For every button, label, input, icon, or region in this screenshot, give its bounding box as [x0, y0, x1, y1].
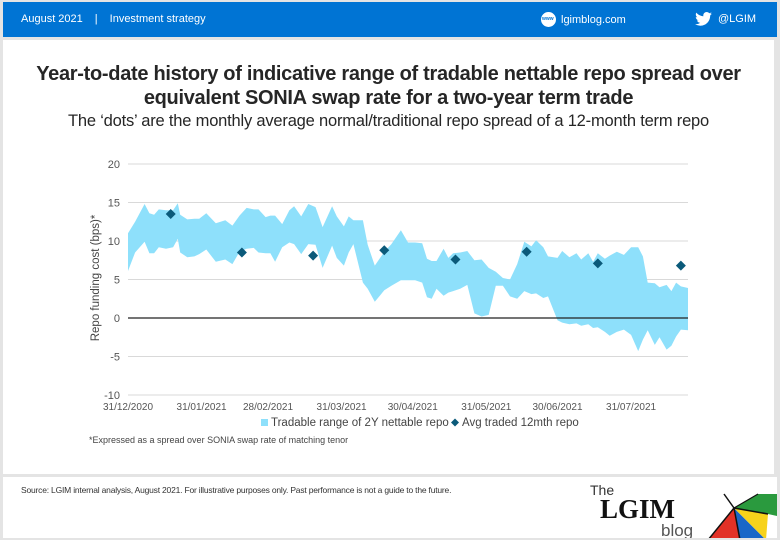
- publication-date: August 2021: [21, 13, 83, 25]
- header-bar: August 2021 | Investment strategy lgimblog…: [3, 2, 777, 37]
- x-tick-label: 31/05/2021: [461, 402, 511, 413]
- legend: Tradable range of 2Y nettable repo Avg t…: [261, 417, 579, 429]
- y-tick-label: 0: [114, 313, 120, 325]
- avg-12m-repo-dot: [675, 260, 686, 271]
- logo-blog: blog: [661, 521, 693, 538]
- x-tick-label: 31/07/2021: [606, 402, 656, 413]
- avg-12m-repo-dot: [592, 258, 603, 269]
- avg-12m-repo-dot: [379, 245, 390, 256]
- legend-dot-label: Avg traded 12mth repo: [462, 417, 579, 429]
- y-tick-label: 10: [108, 236, 120, 248]
- x-tick-label: 31/12/2020: [103, 402, 153, 413]
- chart-panel: Year-to-date history of indicative range…: [3, 40, 774, 474]
- logo-lgim: LGIM: [600, 494, 675, 524]
- chart-title-line-2: equivalent SONIA swap rate for a two-yea…: [143, 87, 634, 109]
- header-meta: August 2021 | Investment strategy: [21, 13, 206, 25]
- twitter-bird-icon: [695, 12, 712, 26]
- repo-spread-chart: 20 15 10 5 0 -5 -10 31/12/2020 31/01/2021 28/02/…: [89, 159, 688, 445]
- x-tick-label: 30/06/2021: [532, 402, 582, 413]
- footnote: *Expressed as a spread over SONIA swap r…: [89, 435, 348, 445]
- chart-title: Year-to-date history of indicative range…: [3, 62, 774, 110]
- x-tick-label: 28/02/2021: [243, 402, 293, 413]
- legend-dot-swatch: [451, 418, 459, 427]
- footer: Source: LGIM internal analysis, August 2…: [3, 477, 777, 538]
- y-tick-label: 5: [114, 275, 120, 287]
- section-label: Investment strategy: [109, 13, 206, 25]
- y-tick-label: 20: [108, 159, 120, 171]
- umbrella-icon: [708, 493, 777, 538]
- logo-the: The: [590, 482, 614, 498]
- avg-12m-repo-dot: [236, 247, 247, 258]
- y-axis-label: Repo funding cost (bps)*: [90, 214, 102, 341]
- x-tick-label: 31/01/2021: [177, 402, 227, 413]
- avg-12m-repo-dot: [165, 209, 176, 220]
- chart-title-line-1: Year-to-date history of indicative range…: [36, 63, 741, 85]
- y-tick-label: -10: [104, 390, 120, 402]
- globe-icon: [541, 12, 556, 27]
- twitter-link[interactable]: @LGIM: [695, 12, 756, 26]
- lgim-blog-logo: The LGIM blog: [590, 482, 777, 538]
- x-tick-label: 30/04/2021: [388, 402, 438, 413]
- avg-12m-repo-dot: [308, 250, 319, 261]
- legend-range-swatch: [261, 419, 268, 426]
- website-link[interactable]: lgimblog.com: [541, 12, 626, 27]
- source-note: Source: LGIM internal analysis, August 2…: [21, 485, 452, 495]
- chart-subtitle: The ‘dots’ are the monthly average norma…: [67, 112, 710, 130]
- tradable-range-area: [128, 203, 688, 352]
- avg-12m-repo-dot: [521, 246, 532, 257]
- y-tick-label: -5: [110, 352, 120, 364]
- header-separator: |: [94, 13, 98, 25]
- website-label: lgimblog.com: [561, 13, 626, 26]
- y-tick-label: 15: [108, 198, 120, 210]
- x-tick-label: 31/03/2021: [317, 402, 367, 413]
- legend-range-label: Tradable range of 2Y nettable repo: [271, 417, 449, 429]
- twitter-handle: @LGIM: [718, 13, 757, 25]
